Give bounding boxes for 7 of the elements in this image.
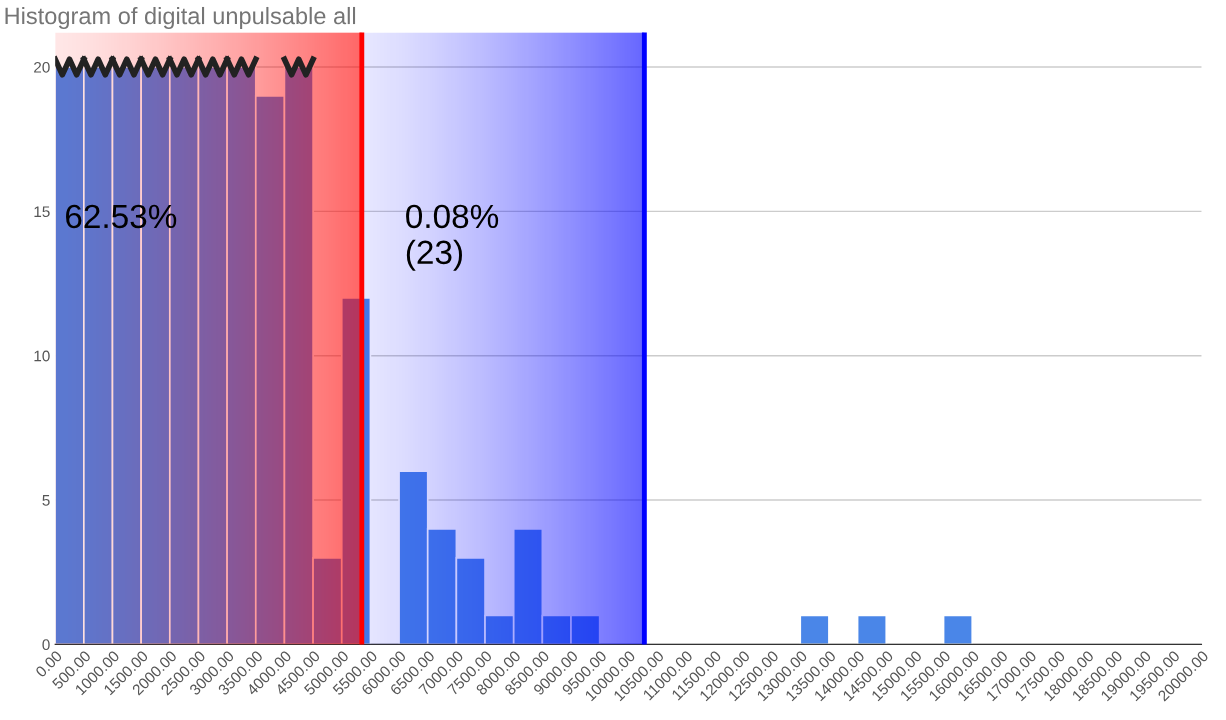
- chart-title: Histogram of digital unpulsable all: [5, 6, 356, 29]
- y-tick-label: 5: [42, 495, 50, 506]
- y-tick-label: 15: [34, 206, 50, 218]
- y-tick-label: 0: [42, 639, 50, 651]
- y-tick-label: 20: [34, 61, 50, 73]
- annotation: 0.08% (23): [406, 204, 499, 271]
- y-tick-label: 10: [34, 350, 50, 362]
